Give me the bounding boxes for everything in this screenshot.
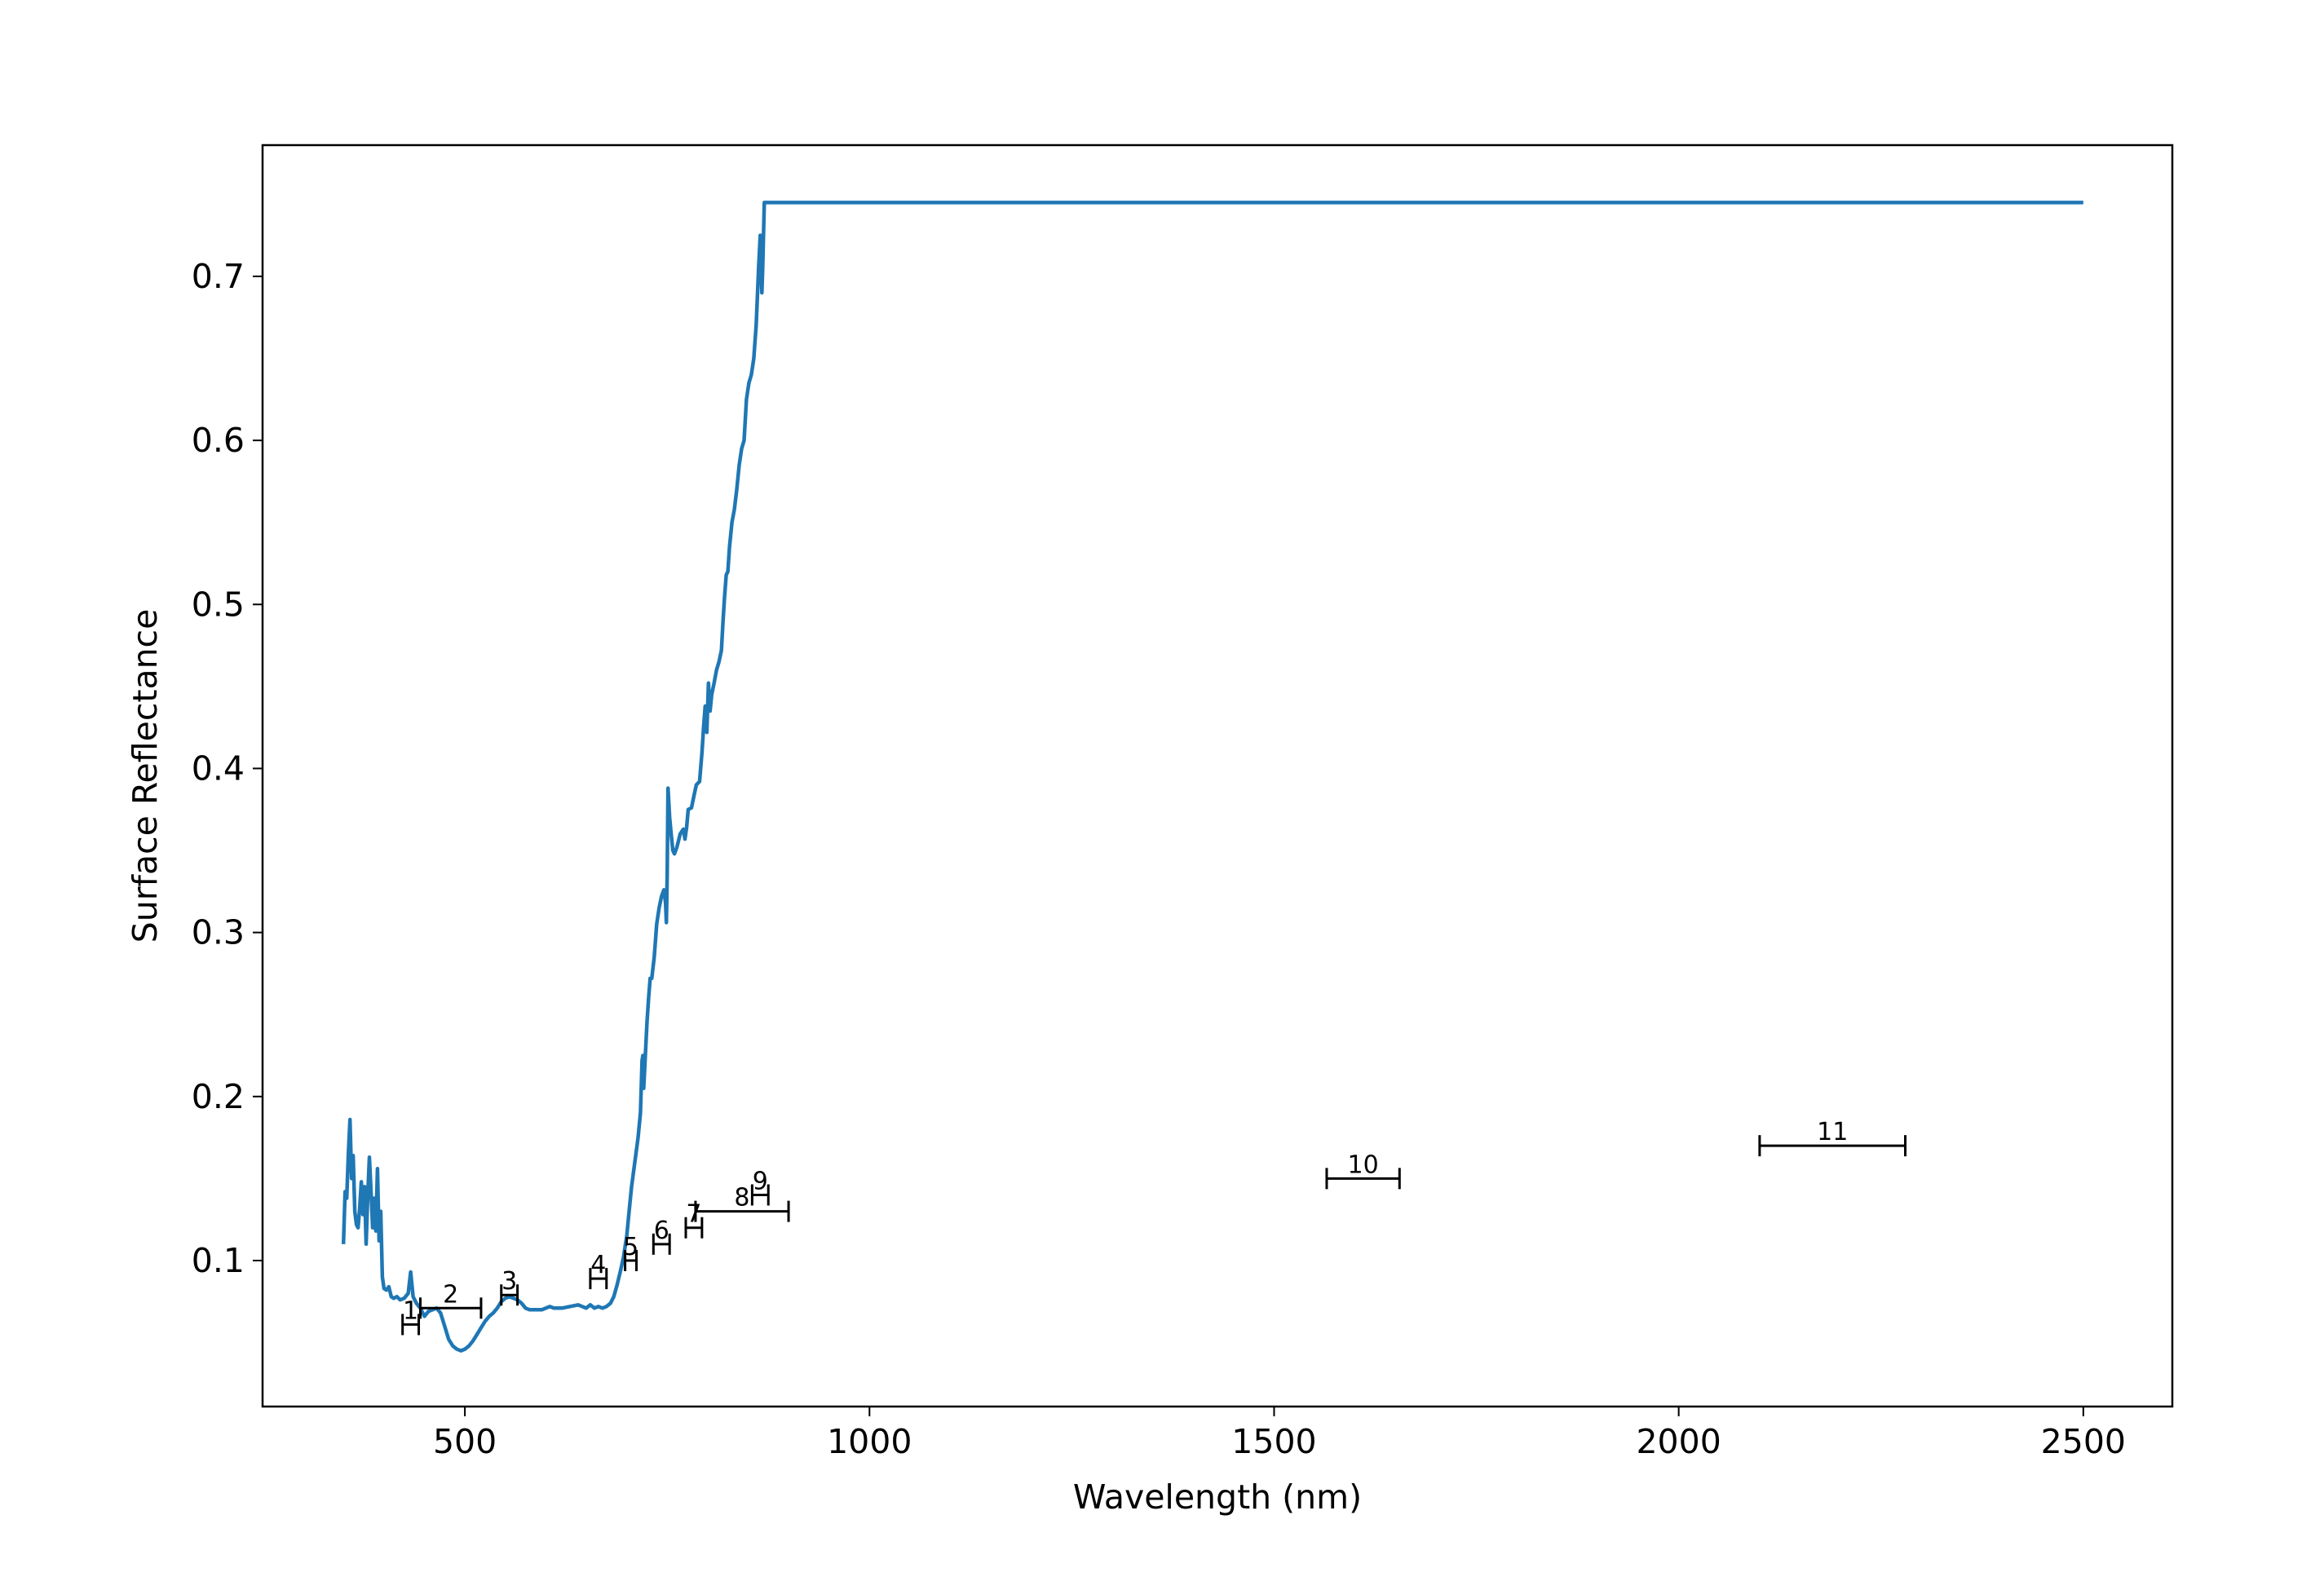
band-marker-11: 11: [1758, 1118, 1907, 1157]
band-label: 1: [403, 1296, 418, 1325]
band-label: 4: [590, 1251, 606, 1279]
x-tick-label: 2000: [1636, 1422, 1721, 1461]
band-marker-8: 8: [694, 1184, 790, 1222]
y-tick-label: 0.5: [192, 585, 245, 624]
series-layer: [341, 201, 2083, 1353]
band-label: 9: [753, 1167, 768, 1195]
band-label: 10: [1348, 1151, 1379, 1179]
band-label: 6: [654, 1217, 669, 1245]
plot-frame: [261, 144, 2174, 1408]
band-marker-10: 10: [1325, 1151, 1401, 1190]
band-label: 3: [501, 1267, 517, 1296]
y-axis-ticks: 0.1 0.2 0.3 0.4 0.5 0.6 0.7: [192, 257, 263, 1280]
x-axis-title: Wavelength (nm): [1073, 1477, 1362, 1517]
band-marker-6: 6: [652, 1217, 671, 1255]
x-tick-label: 1500: [1231, 1422, 1316, 1461]
band-marker-2: 2: [419, 1280, 483, 1319]
x-tick-label: 1000: [827, 1422, 912, 1461]
band-marker-1: 1: [401, 1296, 421, 1336]
x-axis-ticks: 500 1000 1500 2000 2500: [433, 1407, 2126, 1461]
reflectance-series-line: [341, 201, 2083, 1353]
y-tick-label: 0.2: [192, 1077, 245, 1116]
x-tick-label: 500: [433, 1422, 497, 1461]
band-marker-5: 5: [623, 1233, 638, 1271]
x-tick-label: 2500: [2041, 1422, 2126, 1461]
band-marker-7: 7: [684, 1200, 704, 1239]
band-label: 5: [623, 1233, 638, 1261]
y-tick-label: 0.7: [192, 257, 245, 296]
y-tick-label: 0.3: [192, 913, 245, 952]
band-label: 7: [686, 1200, 701, 1229]
band-label: 8: [734, 1184, 749, 1212]
band-label: 11: [1817, 1118, 1848, 1146]
y-tick-label: 0.1: [192, 1241, 245, 1280]
y-tick-label: 0.4: [192, 749, 245, 788]
band-label: 2: [443, 1280, 458, 1309]
y-tick-label: 0.6: [192, 421, 245, 460]
band-marker-9: 9: [750, 1167, 770, 1206]
band-marker-3: 3: [500, 1267, 519, 1306]
band-marker-4: 4: [589, 1251, 608, 1290]
y-axis-title: Surface Reflectance: [126, 609, 165, 943]
